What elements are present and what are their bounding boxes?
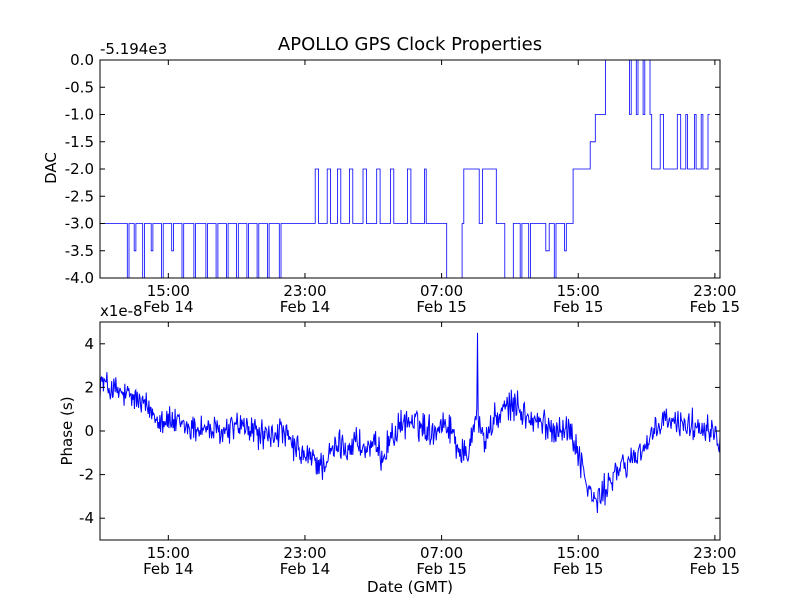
dac-panel: APOLLO GPS Clock Properties -5.194e3 DAC… bbox=[42, 34, 740, 316]
phase-y-tick-label: -4 bbox=[79, 509, 94, 527]
phase-y-tick-label: 4 bbox=[84, 335, 94, 353]
dac-y-tick-label: -3.0 bbox=[65, 215, 94, 233]
dac-offset-label: -5.194e3 bbox=[100, 40, 167, 58]
dac-x-tick-time: 07:00 bbox=[420, 282, 463, 300]
dac-y-tick-label: -1.0 bbox=[65, 106, 94, 124]
phase-x-tick-time: 23:00 bbox=[283, 544, 326, 562]
dac-x-tick-date: Feb 14 bbox=[143, 298, 193, 316]
dac-plot-area bbox=[100, 60, 710, 278]
dac-x-tick-time: 15:00 bbox=[557, 282, 600, 300]
dac-x-tick-date: Feb 14 bbox=[280, 298, 330, 316]
dac-y-tick-label: -4.0 bbox=[65, 269, 94, 287]
x-axis-label: Date (GMT) bbox=[367, 578, 453, 596]
phase-x-tick-time: 23:00 bbox=[693, 544, 736, 562]
dac-y-tick-label: -1.5 bbox=[65, 133, 94, 151]
phase-x-tick-date: Feb 14 bbox=[280, 560, 330, 578]
phase-offset-label: x1e-8 bbox=[100, 302, 143, 320]
phase-x-tick-date: Feb 15 bbox=[690, 560, 740, 578]
dac-x-tick-time: 23:00 bbox=[693, 282, 736, 300]
dac-ticks: 0.0 -0.5 -1.0 -1.5 -2.0 -2.5 -3.0 -3.5 -4.0 15:00… bbox=[65, 51, 740, 316]
dac-y-axis-label: DAC bbox=[42, 152, 60, 184]
dac-x-tick-time: 23:00 bbox=[283, 282, 326, 300]
phase-y-tick-label: -2 bbox=[79, 466, 94, 484]
dac-y-tick-label: 0.0 bbox=[70, 51, 94, 69]
phase-x-tick-date: Feb 15 bbox=[416, 560, 466, 578]
phase-x-tick-time: 15:00 bbox=[557, 544, 600, 562]
chart-title: APOLLO GPS Clock Properties bbox=[278, 34, 542, 55]
dac-series-line-0 bbox=[100, 60, 710, 278]
dac-y-tick-label: -2.0 bbox=[65, 160, 94, 178]
phase-plot-area bbox=[100, 332, 720, 514]
phase-y-axis-label: Phase (s) bbox=[58, 396, 76, 465]
phase-x-tick-date: Feb 15 bbox=[553, 560, 603, 578]
dac-y-tick-label: -2.5 bbox=[65, 187, 94, 205]
dac-x-tick-date: Feb 15 bbox=[416, 298, 466, 316]
dac-x-tick-time: 15:00 bbox=[147, 282, 190, 300]
dac-y-tick-label: -3.5 bbox=[65, 242, 94, 260]
phase-series-line-0 bbox=[100, 332, 720, 514]
dac-x-tick-date: Feb 15 bbox=[553, 298, 603, 316]
dac-x-tick-date: Feb 15 bbox=[690, 298, 740, 316]
phase-x-tick-date: Feb 14 bbox=[143, 560, 193, 578]
phase-y-tick-label: 2 bbox=[84, 378, 94, 396]
phase-x-tick-time: 07:00 bbox=[420, 544, 463, 562]
dac-y-tick-label: -0.5 bbox=[65, 78, 94, 96]
phase-x-tick-time: 15:00 bbox=[147, 544, 190, 562]
phase-y-tick-label: 0 bbox=[84, 422, 94, 440]
